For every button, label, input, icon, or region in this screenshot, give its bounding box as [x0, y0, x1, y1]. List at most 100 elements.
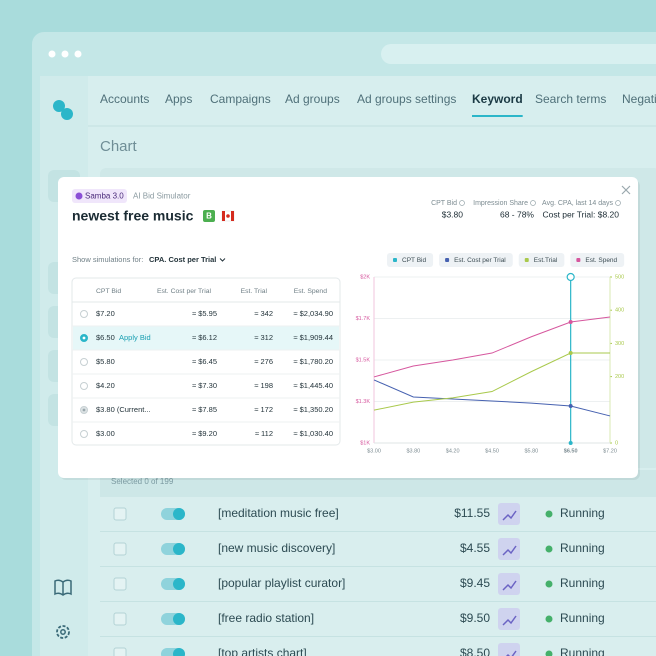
window-dot: [74, 50, 82, 58]
legend-item[interactable]: CPT Bid: [387, 253, 434, 267]
radio[interactable]: [80, 358, 88, 366]
window-dot: [61, 50, 69, 58]
checkbox[interactable]: [113, 542, 127, 556]
chart-icon: [502, 545, 517, 556]
x-tick-label: $6.50: [564, 448, 578, 454]
badge-icon: [75, 192, 83, 200]
toggle-knob: [173, 543, 185, 555]
chart-button[interactable]: [498, 503, 520, 525]
cell: ≈ $1,909.44: [293, 333, 333, 342]
y2-tick-label: 500: [615, 274, 624, 280]
status-dot: [545, 545, 553, 553]
simulation-label: Show simulations for:: [72, 255, 143, 264]
nav: Accounts Apps Campaigns Ad groups Ad groups …: [100, 92, 656, 117]
cell: ≈ $1,030.40: [293, 429, 333, 438]
chart-button[interactable]: [498, 573, 520, 595]
cell: ≈ 276: [254, 357, 273, 366]
legend-label: Est.Trial: [534, 257, 558, 264]
page-title: Chart: [100, 138, 138, 155]
y2-tick-label: 300: [615, 341, 624, 347]
keyword-bid: $9.45: [460, 576, 490, 590]
dropdown-arrow[interactable]: [219, 258, 226, 262]
nav-tab[interactable]: Negati: [622, 92, 656, 106]
keyword-status: Running: [560, 506, 605, 520]
table-row: [100, 567, 656, 601]
nav-tab[interactable]: Search terms: [535, 92, 606, 106]
nav-tab[interactable]: Keyword: [472, 92, 523, 106]
cell: $5.80: [96, 357, 115, 366]
legend-chip: [439, 253, 513, 267]
toggle-knob: [173, 508, 185, 520]
book-icon[interactable]: [54, 579, 72, 596]
nav-tab[interactable]: Campaigns: [210, 92, 271, 106]
active-tab-indicator: [472, 115, 523, 117]
address-bar: [381, 44, 656, 64]
radio[interactable]: [80, 382, 88, 390]
series-point: [568, 403, 573, 408]
legend-label: CPT Bid: [402, 257, 426, 264]
radio[interactable]: [80, 310, 88, 318]
cell: ≈ 112: [255, 429, 273, 438]
stat-label: Avg. CPA, last 14 days: [542, 200, 613, 207]
keyword-table: [meditation music free] $11.55 Running [new…: [100, 497, 656, 656]
checkbox[interactable]: [113, 507, 127, 521]
y-tick-label: $1.3K: [356, 399, 371, 405]
sim-table-body: CPT Bid Est. Cost per Trial Est. Trial Est.…: [72, 288, 340, 438]
stat-value: Cost per Trial: $8.20: [542, 209, 619, 219]
legend-label: Est. Spend: [585, 257, 617, 264]
x-tick-label: $7.20: [603, 448, 617, 454]
keyword-name: [new music discovery]: [218, 541, 335, 555]
modal-subtitle: AI Bid Simulator: [133, 192, 191, 201]
status-dot: [545, 580, 553, 588]
selection-count: Selected 0 of 199: [111, 477, 174, 486]
badge-text: Samba 3.0: [85, 192, 124, 201]
keyword-title: newest free music: [72, 208, 194, 224]
nav-tab[interactable]: Ad groups: [285, 92, 340, 106]
radio[interactable]: [80, 430, 88, 438]
legend-item[interactable]: Est. Cost per Trial: [439, 253, 513, 267]
cpt-bid-handle[interactable]: [566, 272, 575, 282]
keyword-status: Running: [560, 611, 605, 625]
radio-dot: [82, 408, 86, 412]
selected-row: [73, 326, 339, 350]
chart-button[interactable]: [498, 643, 520, 656]
y-tick-label: $1.5K: [356, 357, 371, 363]
chart-button[interactable]: [498, 608, 520, 630]
cell: ≈ $5.95: [192, 309, 217, 318]
series-point: [568, 351, 573, 356]
keyword-bid: $4.55: [460, 541, 490, 555]
cell: ≈ $9.20: [192, 429, 217, 438]
cell: $3.80 (Current...: [96, 405, 151, 414]
badge: [72, 189, 127, 203]
checkbox[interactable]: [113, 612, 127, 626]
table-row: [100, 497, 656, 531]
keyword-status: Running: [560, 541, 605, 555]
column-header: Est. Cost per Trial: [157, 288, 212, 295]
chart-icon: [505, 650, 517, 656]
match-badge: [203, 210, 215, 222]
keyword-name: [free radio station]: [218, 611, 314, 625]
logo: [53, 100, 65, 112]
simulation-metric[interactable]: CPA. Cost per Trial: [149, 255, 216, 264]
legend-item[interactable]: Est. Spend: [570, 253, 625, 267]
legend-swatch: [524, 258, 529, 262]
settings-icon[interactable]: [56, 625, 70, 639]
chart-icon: [502, 510, 517, 521]
close-button[interactable]: [621, 185, 631, 195]
table-row: [100, 602, 656, 636]
keyword-bid: $9.50: [460, 611, 490, 625]
nav-tab[interactable]: Accounts: [100, 92, 149, 106]
legend-item[interactable]: Est.Trial: [518, 253, 565, 267]
radio-dot: [82, 336, 86, 340]
legend-swatch: [393, 258, 397, 262]
cpt-bid-foot: [568, 441, 573, 445]
apply-bid[interactable]: Apply Bid: [119, 333, 151, 342]
chart-button[interactable]: [498, 538, 520, 560]
keyword-status: Running: [560, 646, 605, 656]
nav-tab[interactable]: Ad groups settings: [357, 92, 456, 106]
checkbox[interactable]: [113, 647, 127, 656]
nav-tab[interactable]: Apps: [165, 92, 192, 106]
status-dot: [545, 615, 553, 623]
checkbox[interactable]: [113, 577, 127, 591]
